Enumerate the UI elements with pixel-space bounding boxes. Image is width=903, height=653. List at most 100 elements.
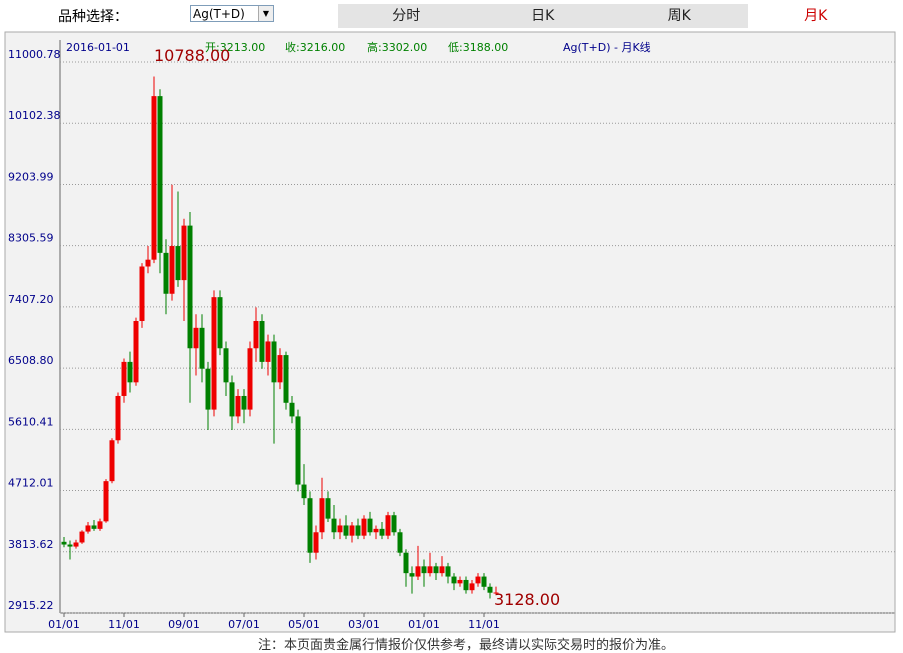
y-tick-label: 2915.22 [8, 599, 54, 612]
candle-body [175, 246, 181, 281]
product-select[interactable]: Ag(T+D) ▼ [190, 5, 274, 22]
candle-body [403, 552, 409, 574]
candle-body [487, 586, 493, 593]
candle-body [91, 525, 97, 529]
info-legend: Ag(T+D) - 月K线 [563, 40, 651, 54]
x-tick-label: 07/01 [228, 618, 260, 631]
candle-body [445, 566, 451, 577]
x-tick-label: 01/01 [48, 618, 80, 631]
candle-body [451, 576, 457, 584]
candle-body [295, 416, 301, 485]
info-date: 2016-01-01 [66, 41, 130, 54]
candle-body [337, 525, 343, 533]
y-tick-label: 9203.99 [8, 170, 54, 183]
candle-body [133, 321, 139, 383]
x-tick-label: 05/01 [288, 618, 320, 631]
candle-body [391, 515, 397, 533]
chart: 2016-01-01 开:3213.00 收:3216.00 高:3302.00… [4, 31, 896, 633]
candle-body [277, 355, 283, 383]
candle-body [223, 348, 229, 383]
candle-body [301, 484, 307, 499]
candle-body [409, 573, 415, 577]
candle-body [109, 440, 115, 482]
candle-body [61, 541, 67, 545]
candle-body [121, 361, 127, 396]
candle-body [367, 518, 373, 533]
info-low: 低:3188.00 [448, 41, 508, 54]
y-tick-label: 11000.78 [8, 48, 61, 61]
info-high: 高:3302.00 [367, 40, 427, 54]
candle-body [145, 259, 151, 267]
candle-body [85, 525, 91, 532]
candle-body [325, 498, 331, 519]
candle-body [265, 341, 271, 362]
info-close: 收:3216.00 [285, 40, 345, 54]
candle-body [433, 566, 439, 574]
picker-label: 品种选择： [58, 9, 128, 25]
candle-body [415, 566, 421, 577]
y-tick-label: 8305.59 [8, 232, 54, 245]
tab[interactable]: 日K [531, 8, 555, 24]
tab[interactable]: 月K [747, 4, 884, 28]
candle-body [193, 327, 199, 349]
tab[interactable]: 分时 [392, 8, 421, 24]
candle-body [199, 327, 205, 369]
y-tick-label: 6508.80 [8, 354, 54, 367]
candle-body [115, 395, 121, 441]
candle-body [385, 515, 391, 536]
candle-body [151, 96, 157, 260]
candle-body [313, 532, 319, 553]
annotation: 3128.00 [494, 590, 560, 609]
candle-body [355, 525, 361, 536]
x-tick-label: 11/01 [108, 618, 140, 631]
candle-body [475, 576, 481, 584]
candle-body [181, 225, 187, 281]
candle-body [247, 348, 253, 410]
candle-body [457, 579, 463, 584]
toolbar: 品种选择： Ag(T+D) ▼ 分时 日K 周K 月K [0, 0, 903, 30]
candle-body [343, 525, 349, 536]
tab[interactable]: 周K [667, 8, 691, 24]
candle-body [169, 246, 175, 294]
candle-body [103, 481, 109, 522]
y-tick-label: 10102.38 [8, 109, 61, 122]
candle-body [139, 266, 145, 322]
candle-body [481, 576, 487, 587]
candle-body [187, 225, 193, 349]
x-tick-label: 01/01 [408, 618, 440, 631]
candle-body [379, 528, 385, 536]
x-tick-label: 11/01 [468, 618, 500, 631]
y-tick-label: 3813.62 [8, 538, 54, 551]
candle-body [241, 395, 247, 410]
candle-body [361, 518, 367, 536]
candle-body [421, 566, 427, 574]
candle-body [253, 321, 259, 349]
candle-body [307, 498, 313, 553]
select-arrow[interactable]: ▼ [258, 6, 273, 21]
x-tick-label: 03/01 [348, 618, 380, 631]
candle-body [397, 532, 403, 553]
candle-body [67, 544, 73, 547]
y-tick-label: 4712.01 [8, 477, 54, 490]
y-tick-label: 5610.41 [8, 415, 54, 428]
candle-body [217, 297, 223, 349]
candle-body [271, 341, 277, 383]
candle-body [163, 252, 169, 294]
x-tick-label: 09/01 [168, 618, 200, 631]
select-value: Ag(T+D) [193, 7, 245, 21]
candle-body [259, 321, 265, 362]
info-open: 开:3213.00 [205, 41, 265, 54]
candle-body [463, 579, 469, 591]
candle-body [97, 521, 103, 529]
candle-body [349, 525, 355, 536]
candle-body [373, 528, 379, 533]
candle-body [283, 355, 289, 403]
y-tick-label: 7407.20 [8, 293, 54, 306]
candle-body [157, 96, 163, 253]
candle-body [205, 368, 211, 410]
candle-body [439, 566, 445, 574]
candle-body [427, 566, 433, 574]
tab-bar: 分时 日K 周K 月K [338, 4, 884, 28]
candle-body [331, 518, 337, 533]
candle-body [469, 583, 475, 591]
